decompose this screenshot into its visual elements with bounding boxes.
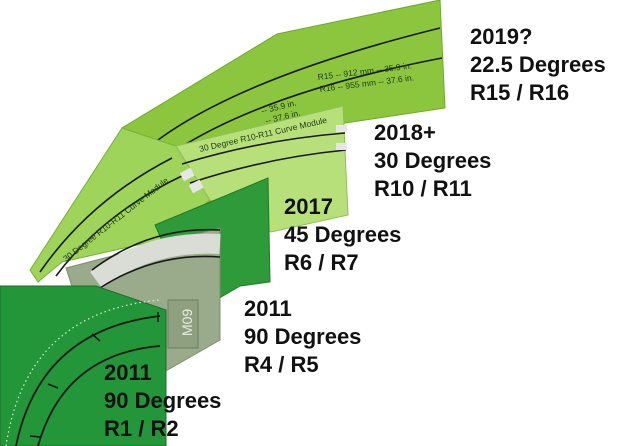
track-joiner-left-bottom <box>188 179 204 194</box>
radii-r6-r7: R6 / R7 <box>284 250 359 275</box>
year-r4-r5: 2011 <box>244 296 292 321</box>
angle-r1-r2: 90 Degrees <box>104 388 221 413</box>
edge-dotted-line <box>5 299 161 446</box>
year-r10-r11: 2018+ <box>374 120 436 145</box>
label-r1-r2: 2011 90 Degrees R1 / R2 <box>104 360 221 441</box>
track-r11-lower <box>55 173 187 277</box>
module-r1-r2-body <box>0 285 167 446</box>
track-r2 <box>37 345 161 446</box>
label-r4-r5: 2011 90 Degrees R4 / R5 <box>244 296 361 377</box>
track-r10-lower <box>39 157 173 273</box>
road-band <box>90 233 221 289</box>
year-r15-r16: 2019? <box>470 24 532 49</box>
radii-r4-r5: R4 / R5 <box>244 352 319 377</box>
module-r1-r2 <box>0 285 167 446</box>
angle-r10-r11: 30 Degrees <box>374 148 491 173</box>
track-r4 <box>91 228 221 271</box>
label-r10-r11: 2018+ 30 Degrees R10 / R11 <box>374 120 491 201</box>
track-joiner-right-bottom <box>336 143 347 150</box>
year-r1-r2: 2011 <box>104 360 152 385</box>
label-r15-r16: 2019? 22.5 Degrees R15 / R16 <box>470 24 606 105</box>
track-r15 <box>144 27 441 151</box>
tie-3 <box>47 383 59 389</box>
module-tag: M09 <box>179 309 195 336</box>
track-r1 <box>15 315 161 446</box>
tie-2 <box>91 333 101 342</box>
track-joiner-left-top <box>179 167 195 182</box>
label-r6-r7: 2017 45 Degrees R6 / R7 <box>284 194 401 275</box>
radii-r1-r2: R1 / R2 <box>104 416 179 441</box>
track-r11 <box>189 149 347 184</box>
year-r6-r7: 2017 <box>284 194 333 219</box>
angle-r4-r5: 90 Degrees <box>244 324 361 349</box>
module-tag-box <box>167 299 199 349</box>
track-r5 <box>99 255 221 289</box>
radii-r10-r11: R10 / R11 <box>374 176 472 201</box>
angle-r15-r16: 22.5 Degrees <box>470 52 606 77</box>
tie-4 <box>29 435 41 438</box>
track-r10 <box>181 132 346 165</box>
track-joiner-right-top <box>336 125 347 132</box>
radii-r15-r16: R15 / R16 <box>470 80 569 105</box>
angle-r6-r7: 45 Degrees <box>284 222 401 247</box>
